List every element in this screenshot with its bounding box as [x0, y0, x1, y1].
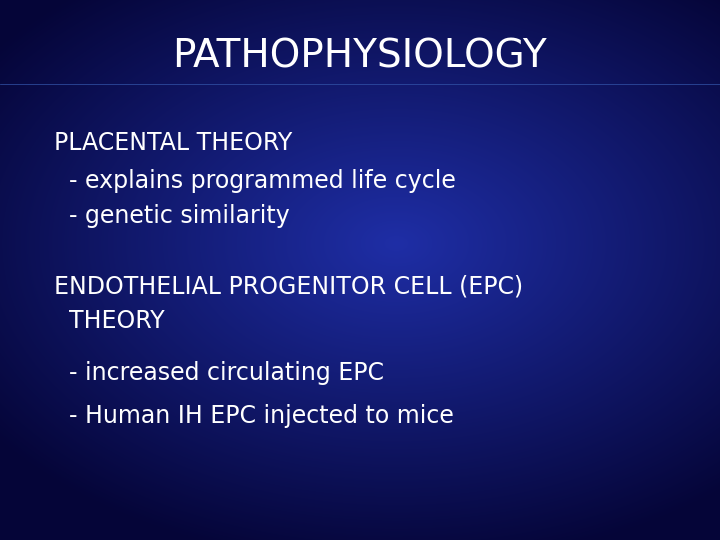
- Text: PATHOPHYSIOLOGY: PATHOPHYSIOLOGY: [173, 38, 547, 76]
- Text: PLACENTAL THEORY: PLACENTAL THEORY: [54, 131, 292, 155]
- Text: ENDOTHELIAL PROGENITOR CELL (EPC): ENDOTHELIAL PROGENITOR CELL (EPC): [54, 274, 523, 298]
- Text: - explains programmed life cycle: - explains programmed life cycle: [54, 169, 456, 193]
- Text: - Human IH EPC injected to mice: - Human IH EPC injected to mice: [54, 404, 454, 428]
- Text: THEORY: THEORY: [54, 309, 165, 333]
- Text: - increased circulating EPC: - increased circulating EPC: [54, 361, 384, 384]
- Text: - genetic similarity: - genetic similarity: [54, 204, 289, 228]
